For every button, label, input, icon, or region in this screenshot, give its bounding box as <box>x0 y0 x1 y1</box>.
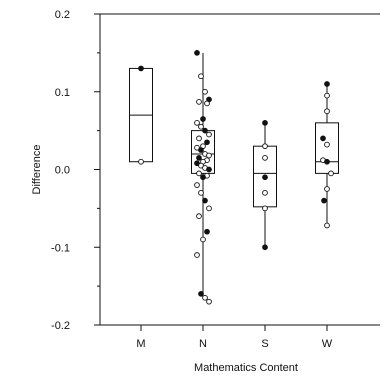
x-tick-label: S <box>261 338 268 350</box>
data-point <box>324 222 330 229</box>
data-point <box>194 50 200 56</box>
data-point <box>194 182 200 188</box>
data-point <box>324 92 330 99</box>
y-tick-label: 0.0 <box>55 165 70 177</box>
data-point <box>198 147 204 153</box>
data-point <box>262 174 268 181</box>
data-point <box>262 244 268 251</box>
data-point <box>262 189 268 196</box>
data-point <box>206 298 212 305</box>
data-point <box>324 81 330 87</box>
data-point <box>200 174 206 181</box>
y-axis-label: Difference <box>31 145 43 195</box>
data-point <box>194 119 200 126</box>
points-group <box>138 50 334 305</box>
data-point <box>262 154 268 161</box>
y-tick-label: 0.1 <box>55 87 70 99</box>
y-tick-label: -0.2 <box>51 320 70 332</box>
data-point <box>196 170 202 177</box>
data-point <box>321 197 327 204</box>
y-tick-label: 0.2 <box>55 9 70 21</box>
axes-group: 0.2 0.1 0.0 -0.1 -0.2 M N S W <box>51 9 380 350</box>
box-W <box>315 122 339 174</box>
data-point <box>202 88 208 95</box>
data-point <box>206 152 212 159</box>
data-point <box>138 65 144 72</box>
x-tick-label: W <box>322 338 333 350</box>
data-point <box>202 127 208 134</box>
data-point <box>198 291 204 297</box>
data-point <box>262 119 268 126</box>
data-point <box>204 228 210 235</box>
data-point <box>324 158 330 165</box>
data-point <box>324 108 330 115</box>
data-point <box>194 252 200 258</box>
data-point <box>138 158 144 165</box>
x-tick-label: M <box>136 338 145 350</box>
data-point <box>206 131 212 138</box>
data-point <box>196 99 202 105</box>
data-point <box>196 213 202 220</box>
y-tick-label: -0.1 <box>51 242 70 254</box>
data-point <box>328 170 334 177</box>
data-point <box>262 143 268 150</box>
data-point <box>196 154 202 161</box>
data-point <box>324 186 330 192</box>
data-point <box>198 189 204 196</box>
data-point <box>204 139 210 146</box>
data-point <box>198 73 204 80</box>
boxes-group <box>129 52 339 294</box>
data-point <box>206 166 212 173</box>
data-point <box>204 100 210 107</box>
data-point <box>202 197 208 204</box>
data-point <box>202 294 208 301</box>
data-point <box>324 141 330 148</box>
x-axis-label: Mathematics Content <box>194 362 298 374</box>
data-point <box>200 236 206 243</box>
data-point <box>198 123 204 130</box>
data-point <box>196 135 202 142</box>
data-point <box>206 205 212 212</box>
data-point <box>262 205 268 212</box>
data-point <box>200 116 206 122</box>
x-tick-label: N <box>199 338 207 350</box>
data-point <box>320 135 326 142</box>
